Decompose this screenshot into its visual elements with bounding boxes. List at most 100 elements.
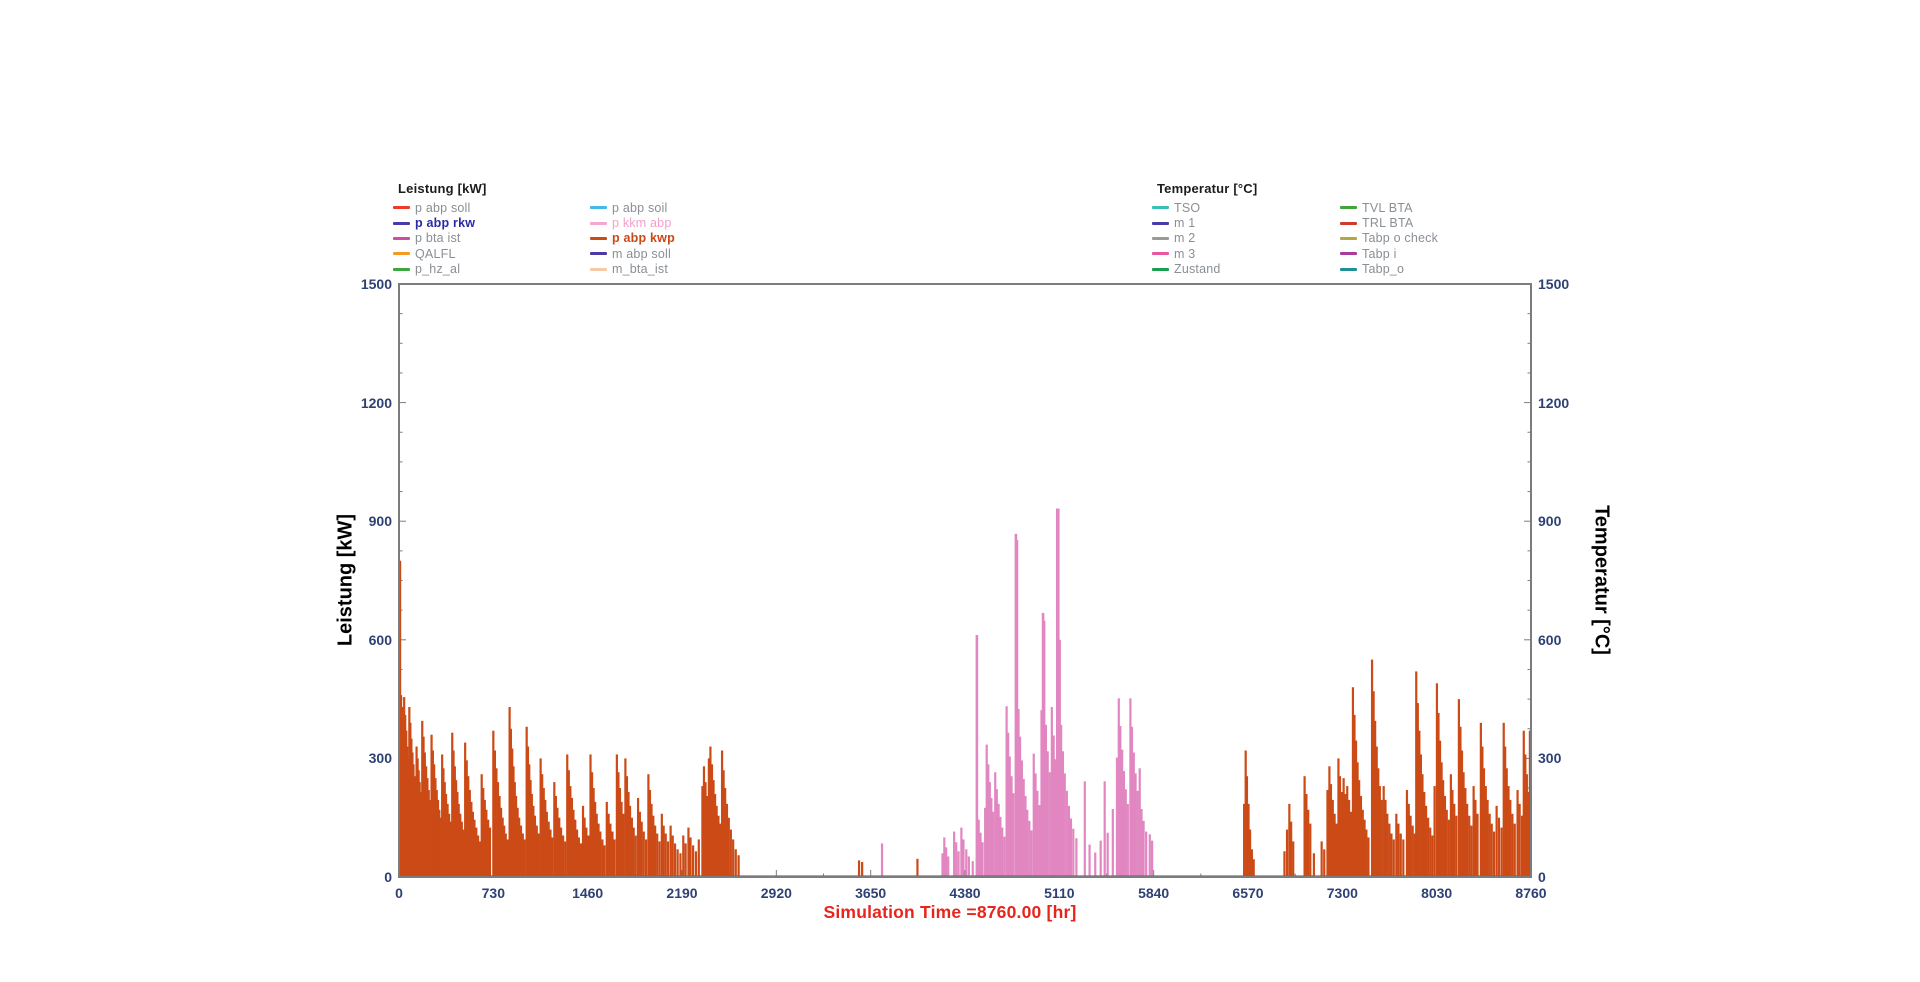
legend-item[interactable]: p bta ist [393, 231, 475, 246]
legend-swatch-line [590, 206, 607, 210]
right-axis-title: Temperatur [°C] [1590, 505, 1613, 655]
legend-swatch-line [1152, 267, 1169, 271]
plot-canvas [398, 283, 1532, 878]
legend-item[interactable]: TRL BTA [1340, 215, 1438, 230]
legend-swatch-line [1340, 236, 1357, 240]
legend-item-label: Tabp_o [1362, 262, 1405, 277]
x-axis-tick-label: 2190 [666, 885, 698, 901]
legend-swatch-line [393, 267, 410, 271]
x-axis-tick-label: 7300 [1326, 885, 1358, 901]
y-axis-tick-label-left: 900 [368, 513, 392, 530]
legend-swatch-line [1340, 221, 1357, 225]
x-axis-tick-label: 3650 [855, 885, 887, 901]
legend-swatch-line [1340, 252, 1357, 256]
legend-item-label: p abp soil [612, 200, 668, 215]
legend-item-label: QALFL [415, 246, 456, 261]
legend-item[interactable]: p abp rkw [393, 215, 475, 230]
legend-swatch-line [393, 221, 410, 225]
x-axis-tick-label: 6570 [1232, 885, 1264, 901]
x-axis-tick-label: 8760 [1515, 885, 1547, 901]
y-axis-tick-label-left: 1200 [360, 394, 392, 411]
legend-temperature-title: Temperatur [°C] [1157, 181, 1258, 196]
legend-item[interactable]: m 1 [1152, 215, 1221, 230]
legend-swatch-line [1340, 206, 1357, 210]
legend-item[interactable]: p abp kwp [590, 231, 675, 246]
legend-swatch-line [590, 236, 607, 240]
simulation-time-title: Simulation Time =8760.00 [hr] [823, 902, 1077, 922]
legend-swatch-line [393, 206, 410, 210]
legend-item-label: Tabp i [1362, 246, 1397, 261]
y-axis-tick-label-left: 300 [368, 750, 392, 767]
legend-item-label: Zustand [1174, 262, 1221, 277]
y-axis-tick-label-right: 600 [1538, 631, 1562, 648]
y-axis-tick-label-right: 1500 [1538, 276, 1570, 292]
legend-swatch-line [590, 267, 607, 271]
legend-item[interactable]: TVL BTA [1340, 200, 1438, 215]
legend-item-label: TRL BTA [1362, 216, 1414, 231]
legend-item-label: p kkm abp [612, 216, 672, 231]
legend-item-label: TVL BTA [1362, 200, 1413, 215]
x-axis-tick-label: 4380 [949, 885, 981, 901]
y-axis-tick-label-left: 600 [368, 631, 392, 648]
legend-item[interactable]: Tabp_o [1340, 262, 1438, 277]
legend-item-label: Tabp o check [1362, 231, 1439, 246]
y-axis-tick-label-right: 300 [1538, 750, 1562, 767]
legend-item[interactable]: m_bta_ist [590, 262, 675, 277]
legend-item-label: m abp soll [612, 246, 671, 261]
legend-item-label: p_hz_al [415, 262, 461, 277]
plot-border [398, 283, 1532, 878]
legend-item[interactable]: m 3 [1152, 246, 1221, 261]
x-axis-tick-label: 5840 [1138, 885, 1170, 901]
x-axis-tick-label: 8030 [1421, 885, 1453, 901]
legend-swatch-line [1152, 206, 1169, 210]
legend-item-label: m_bta_ist [612, 262, 668, 277]
legend-swatch-line [1152, 221, 1169, 225]
legend-column: p abp soil p kkm abp p abp kwp m abp soll m_… [590, 200, 675, 277]
legend-item[interactable]: QALFL [393, 246, 475, 261]
legend-item[interactable]: TSO [1152, 200, 1221, 215]
legend-item-label: p abp kwp [612, 231, 675, 246]
legend-item[interactable]: p abp soll [393, 200, 475, 215]
legend-item[interactable]: m abp soll [590, 246, 675, 261]
legend-swatch-line [1340, 267, 1357, 271]
legend-item-label: m 1 [1174, 216, 1196, 231]
legend-item-label: p bta ist [415, 231, 461, 246]
legend-item-label: TSO [1174, 200, 1201, 215]
legend-item[interactable]: Zustand [1152, 262, 1221, 277]
legend-item-label: p abp rkw [415, 216, 476, 231]
y-axis-tick-label-left: 1500 [360, 276, 392, 292]
plot-area [398, 283, 1532, 878]
legend-swatch-line [1152, 252, 1169, 256]
legend-swatch-line [590, 221, 607, 225]
legend-column: p abp soll p abp rkw p bta ist QALFL p_hz_al [393, 200, 475, 277]
legend-swatch-line [590, 252, 607, 256]
legend-power-title: Leistung [kW] [398, 181, 487, 196]
x-axis-tick-label: 730 [481, 885, 505, 901]
x-axis-tick-label: 0 [395, 885, 403, 901]
legend-item[interactable]: p_hz_al [393, 262, 475, 277]
y-axis-tick-label-right: 1200 [1538, 394, 1570, 411]
legend-item[interactable]: m 2 [1152, 231, 1221, 246]
legend-item-label: m 3 [1174, 246, 1196, 261]
series-p-abp-kwp-bars [399, 560, 1531, 877]
y-axis-tick-label-right: 900 [1538, 513, 1562, 530]
legend-item-label: m 2 [1174, 231, 1196, 246]
left-axis-title: Leistung [kW] [334, 513, 357, 647]
legend-item[interactable]: Tabp o check [1340, 231, 1438, 246]
x-axis-tick-label: 1460 [572, 885, 604, 901]
legend-item[interactable]: Tabp i [1340, 246, 1438, 261]
legend-item[interactable]: p kkm abp [590, 215, 675, 230]
legend-swatch-line [393, 252, 410, 256]
legend-power: Leistung [kW] p abp soll p abp rkw p bta i… [393, 181, 675, 276]
x-axis-tick-label: 2920 [760, 885, 792, 901]
y-axis-tick-label-right: 0 [1538, 869, 1546, 885]
y-axis-tick-label-left: 0 [384, 869, 392, 885]
series-p-kkm-abp-bars [880, 508, 1154, 877]
x-axis-tick-label: 5110 [1044, 885, 1075, 901]
legend-swatch-line [393, 236, 410, 240]
legend-item-label: p abp soll [415, 200, 471, 215]
legend-item[interactable]: p abp soil [590, 200, 675, 215]
